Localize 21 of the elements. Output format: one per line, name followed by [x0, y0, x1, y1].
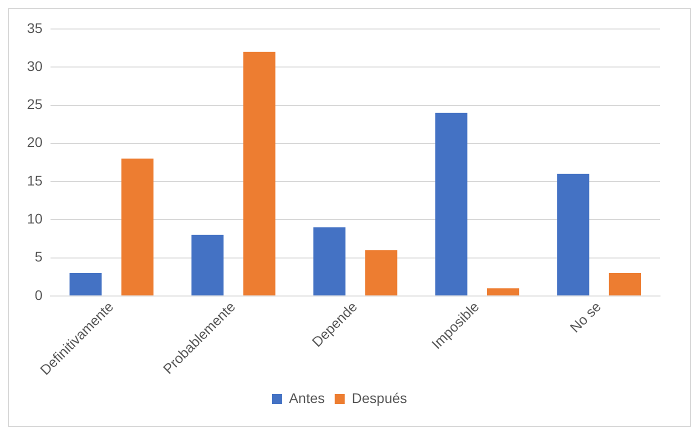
- bar: [435, 112, 468, 296]
- bar: [191, 234, 224, 296]
- bar: [365, 250, 398, 296]
- y-tick-label: 10: [26, 210, 43, 226]
- legend-label: Antes: [288, 390, 325, 406]
- y-tick-label: 30: [26, 58, 43, 74]
- y-tick-label: 35: [26, 20, 43, 36]
- bar: [121, 158, 154, 296]
- y-tick-label: 0: [34, 286, 43, 303]
- legend-label: Después: [352, 390, 408, 406]
- bar: [70, 273, 102, 296]
- y-tick-label: 15: [26, 172, 43, 188]
- bar: [313, 227, 346, 296]
- bar: [557, 174, 590, 296]
- bar: [608, 273, 642, 296]
- y-tick-label: 5: [34, 248, 43, 265]
- y-tick-label: 25: [26, 96, 43, 112]
- bar: [243, 52, 276, 296]
- y-tick-label: 20: [26, 134, 43, 150]
- bar: [487, 288, 520, 296]
- x-tick-label: No se: [566, 298, 604, 336]
